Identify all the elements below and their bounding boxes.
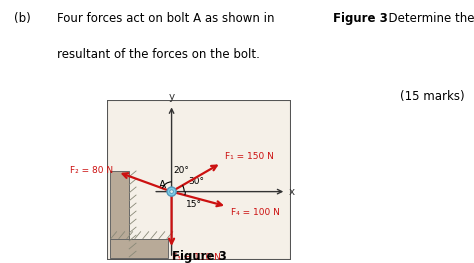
- Bar: [109, 239, 168, 258]
- Text: 15°: 15°: [186, 200, 202, 209]
- Circle shape: [170, 190, 173, 194]
- Text: A: A: [159, 180, 166, 190]
- Text: . Determine the: . Determine the: [381, 12, 474, 25]
- Text: 30°: 30°: [188, 177, 204, 186]
- Text: F₁ = 150 N: F₁ = 150 N: [225, 152, 274, 161]
- Text: (15 marks): (15 marks): [400, 90, 465, 103]
- Text: F₂ = 80 N: F₂ = 80 N: [70, 166, 113, 175]
- Text: x: x: [289, 187, 294, 197]
- Text: (b): (b): [14, 12, 31, 25]
- Text: F₄ = 100 N: F₄ = 100 N: [231, 208, 280, 217]
- Text: resultant of the forces on the bolt.: resultant of the forces on the bolt.: [57, 48, 260, 61]
- Text: Figure 3: Figure 3: [172, 250, 227, 263]
- Bar: [109, 171, 129, 258]
- Text: Four forces act on bolt A as shown in: Four forces act on bolt A as shown in: [57, 12, 278, 25]
- Text: F₃ = 110 N: F₃ = 110 N: [172, 254, 220, 262]
- Text: Figure 3: Figure 3: [333, 12, 388, 25]
- Text: 20°: 20°: [173, 166, 189, 175]
- Circle shape: [167, 187, 176, 196]
- Text: y: y: [169, 92, 174, 102]
